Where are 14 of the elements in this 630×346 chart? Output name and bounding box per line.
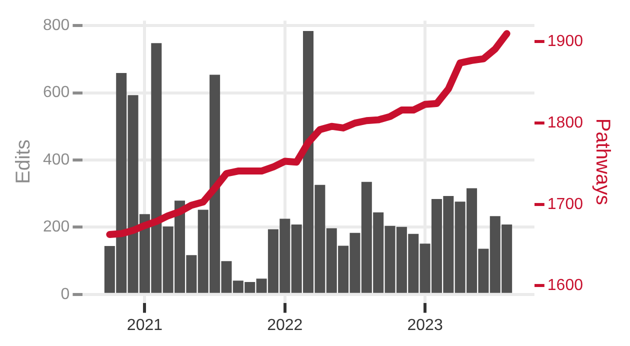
y-tick-label: 200 — [42, 218, 70, 236]
y-axis-title: Edits — [12, 139, 35, 184]
y2-axis-title: Pathways — [591, 118, 614, 206]
y2-tick-label: 1700 — [547, 196, 584, 213]
y-tick-label: 400 — [42, 151, 70, 168]
y-tick-label: 600 — [42, 84, 70, 102]
y2-tick-label: 1900 — [547, 33, 584, 50]
y-tick-label: 0 — [60, 286, 70, 303]
x-tick-label: 2023 — [407, 316, 443, 334]
y-tick-label: 800 — [42, 17, 70, 34]
x-tick-label: 2021 — [126, 316, 163, 334]
y2-tick-label: 1600 — [547, 277, 584, 294]
x-tick-label: 2022 — [267, 316, 303, 334]
y2-tick-label: 1800 — [547, 114, 584, 132]
